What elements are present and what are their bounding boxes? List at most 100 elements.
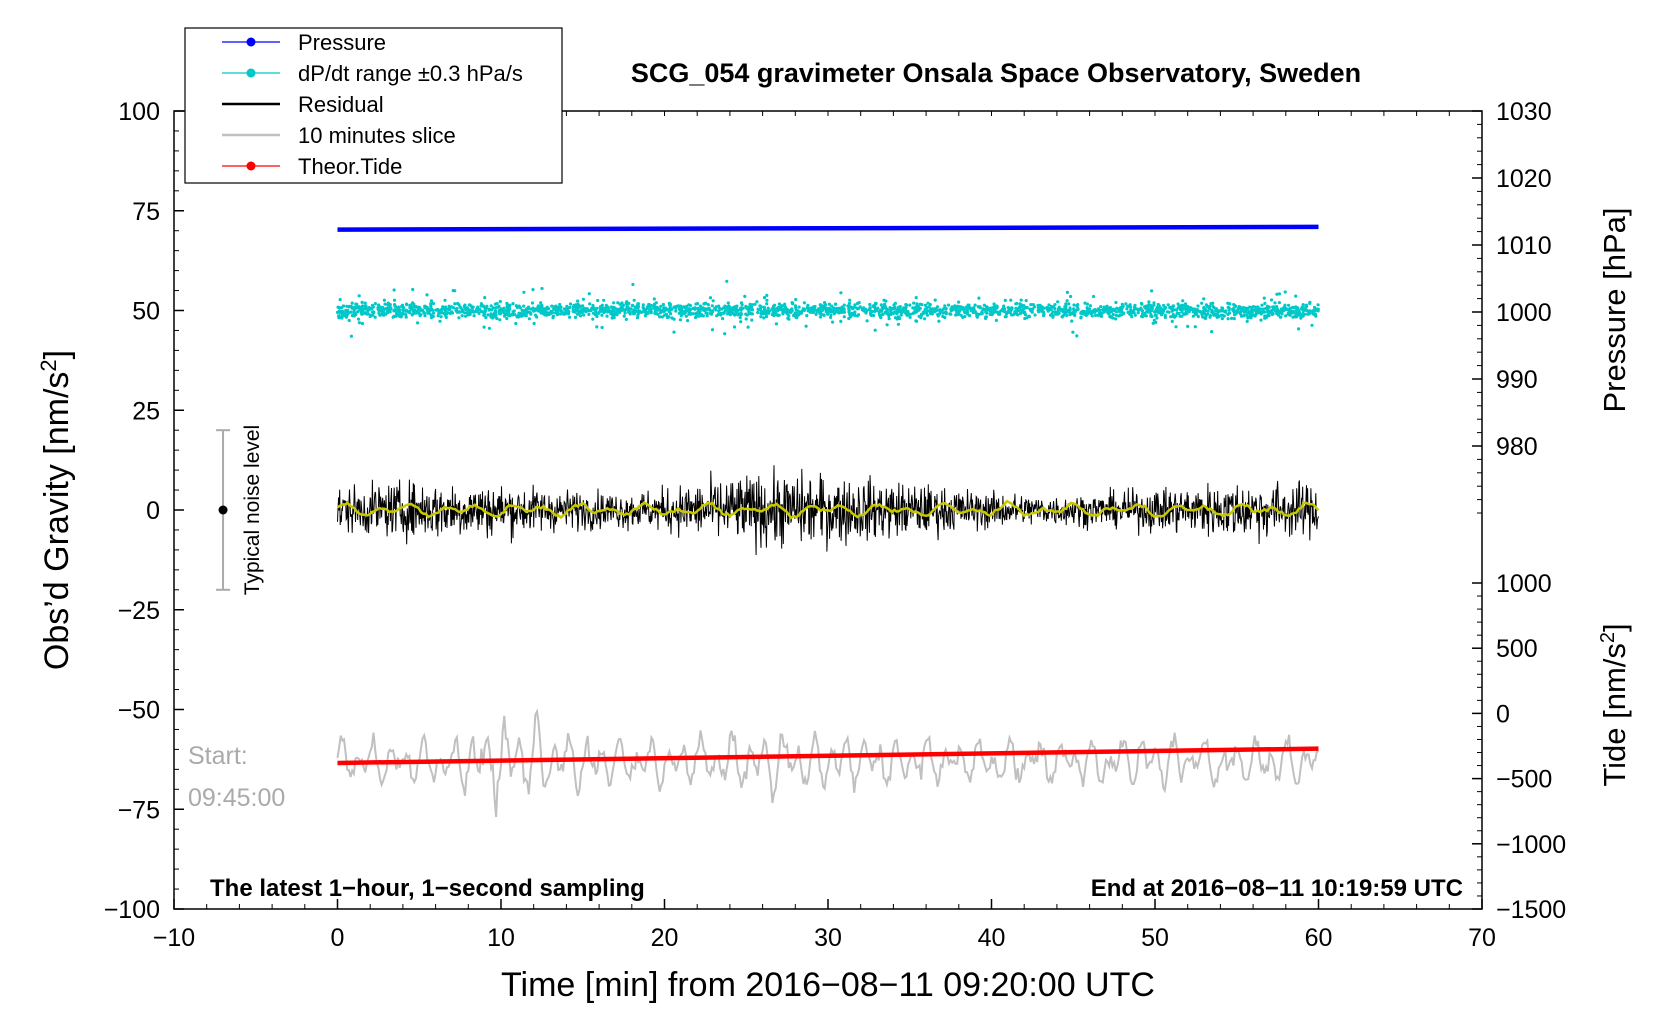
- dpdt-point: [1250, 310, 1254, 314]
- dpdt-point: [439, 315, 443, 319]
- dpdt-point: [1163, 306, 1167, 310]
- dpdt-point: [899, 313, 903, 317]
- dpdt-point: [443, 312, 448, 316]
- dpdt-point: [678, 318, 683, 322]
- dpdt-point: [1150, 289, 1154, 293]
- dpdt-point: [766, 306, 770, 310]
- dpdt-point: [1292, 306, 1296, 310]
- dpdt-point: [975, 315, 980, 319]
- dpdt-point: [493, 309, 498, 313]
- dpdt-point: [959, 307, 964, 311]
- dpdt-point: [466, 313, 470, 317]
- dpdt-point: [830, 304, 834, 308]
- dpdt-point: [620, 308, 624, 312]
- dpdt-point: [893, 316, 898, 320]
- dpdt-point: [1169, 315, 1173, 319]
- dpdt-point: [1064, 302, 1068, 306]
- dpdt-point: [893, 301, 898, 305]
- residual-smoothed-line: [336, 499, 1320, 520]
- dpdt-point: [853, 305, 857, 309]
- dpdt-point: [338, 298, 342, 302]
- dpdt-point: [1160, 309, 1164, 313]
- dpdt-point: [1263, 301, 1267, 305]
- dpdt-point: [393, 303, 397, 307]
- dpdt-point: [774, 322, 779, 326]
- dpdt-point: [1300, 307, 1304, 311]
- dpdt-point: [1070, 319, 1074, 323]
- dpdt-point: [477, 311, 481, 315]
- dpdt-point: [1024, 299, 1028, 303]
- dpdt-point: [643, 314, 648, 318]
- legend-label: Pressure: [298, 30, 386, 55]
- dpdt-point: [718, 306, 722, 311]
- dpdt-point: [1196, 314, 1200, 319]
- dpdt-point: [1119, 306, 1123, 310]
- dpdt-point: [1099, 314, 1104, 318]
- dpdt-point: [878, 314, 882, 318]
- dpdt-point: [1124, 302, 1128, 306]
- dpdt-point: [1188, 307, 1192, 312]
- dpdt-point: [676, 304, 680, 308]
- dpdt-point: [980, 310, 984, 314]
- dpdt-point: [1239, 306, 1243, 311]
- dpdt-point: [376, 307, 380, 311]
- x-tick-label: 20: [651, 924, 679, 952]
- dpdt-point: [413, 308, 417, 312]
- dpdt-point: [511, 302, 515, 306]
- dpdt-point: [1136, 311, 1140, 315]
- dpdt-point: [539, 301, 543, 305]
- dpdt-point: [610, 305, 614, 309]
- dpdt-point: [392, 314, 396, 318]
- dpdt-point: [576, 312, 580, 316]
- dpdt-point: [1172, 308, 1176, 312]
- dpdt-point: [710, 309, 715, 314]
- dpdt-point: [423, 305, 427, 309]
- dpdt-point: [898, 316, 902, 321]
- y-tick-label: 75: [132, 198, 160, 226]
- dpdt-point: [668, 308, 673, 312]
- dpdt-point: [933, 298, 937, 302]
- dpdt-point: [483, 307, 487, 311]
- dpdt-point: [937, 319, 941, 323]
- start-time: 09:45:00: [188, 784, 285, 812]
- dpdt-point: [613, 306, 617, 310]
- x-tick-label: 10: [487, 924, 515, 952]
- dpdt-point: [1200, 301, 1204, 305]
- dpdt-point: [647, 302, 651, 307]
- dpdt-point: [1252, 313, 1256, 317]
- dpdt-point: [1294, 294, 1298, 298]
- dpdt-point: [872, 304, 876, 308]
- dpdt-point: [1248, 305, 1252, 309]
- dpdt-point: [356, 317, 361, 321]
- dpdt-point: [682, 312, 686, 316]
- dpdt-point: [411, 301, 415, 305]
- dpdt-point: [869, 312, 873, 316]
- dpdt-point: [636, 302, 640, 306]
- dpdt-point: [587, 312, 591, 316]
- dpdt-point: [595, 306, 599, 310]
- dpdt-point: [714, 308, 718, 312]
- dpdt-point: [1021, 308, 1025, 312]
- dpdt-point: [509, 313, 513, 317]
- dpdt-point: [778, 307, 783, 311]
- dpdt-point: [550, 304, 554, 308]
- x-tick-label: 70: [1468, 924, 1496, 952]
- dpdt-point: [1073, 313, 1077, 317]
- dpdt-point: [1227, 311, 1231, 315]
- dpdt-point: [440, 310, 444, 314]
- dpdt-point: [806, 303, 810, 307]
- dpdt-point: [606, 305, 610, 309]
- dpdt-point: [967, 306, 971, 310]
- dpdt-point: [1149, 312, 1153, 317]
- dpdt-point: [1184, 308, 1189, 312]
- dpdt-point: [796, 309, 801, 313]
- dpdt-point: [1259, 312, 1263, 316]
- legend-swatch-marker: [246, 68, 256, 78]
- noise-bar-center: [218, 505, 228, 515]
- dpdt-point: [938, 310, 942, 314]
- dpdt-point: [523, 310, 527, 314]
- dpdt-point: [551, 316, 555, 320]
- dpdt-point: [928, 303, 932, 307]
- dpdt-point: [782, 307, 786, 312]
- dpdt-point: [914, 296, 918, 300]
